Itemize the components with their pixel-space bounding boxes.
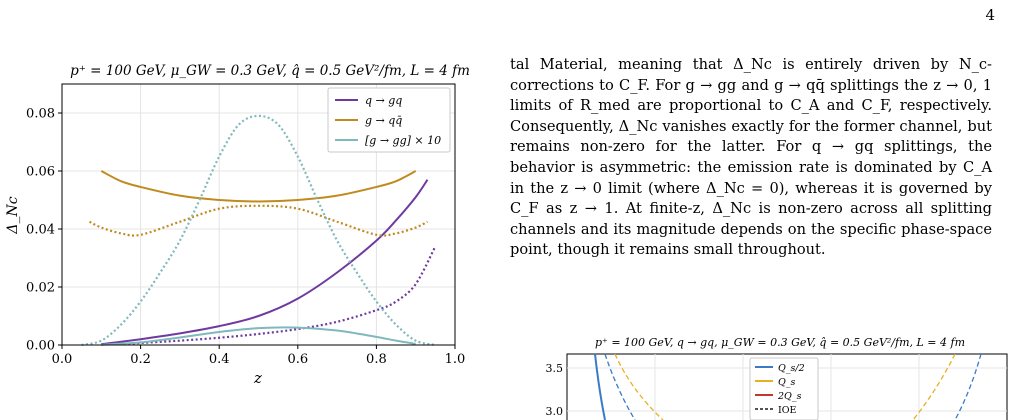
fig1-ylabel: Δ_Nc: [5, 196, 21, 234]
fig1-series: [81, 114, 437, 347]
x-tick-label: 1.0: [445, 352, 466, 367]
series-line-1: [101, 245, 437, 346]
figure-delta-nc: p⁺ = 100 GeV, μ_GW = 0.3 GeV, q̂ = 0.5 G…: [5, 63, 470, 387]
fig1-plot-frame: [61, 83, 456, 346]
page-number: 4: [985, 6, 995, 24]
fig2-legend-qs-half: Q_s/2: [778, 363, 805, 374]
fig2-legend-qs: Q_s: [778, 377, 796, 388]
x-tick-label: 0.0: [52, 352, 73, 367]
body-paragraph: tal Material, meaning that Δ_Nc is entir…: [510, 55, 992, 261]
fig1-legend: q → gq g → qq̄ [g → gg] × 10: [327, 87, 451, 153]
series-line-2: [100, 170, 417, 203]
fig1-xlabel: z: [253, 369, 262, 387]
figure-qs-comparison: p⁺ = 100 GeV, q → gq, μ_GW = 0.3 GeV, q̂…: [546, 336, 1008, 420]
fig2-plot-frame: [566, 353, 1008, 420]
fig2-title: p⁺ = 100 GeV, q → gq, μ_GW = 0.3 GeV, q̂…: [595, 336, 965, 349]
series-line-3: [89, 204, 428, 237]
fig2-legend: Q_s/2 Q_s 2Q_s IOE: [749, 357, 819, 420]
y-tick-label: 0.00: [26, 339, 55, 354]
x-tick-label: 0.4: [209, 352, 230, 367]
legend-label-g-gg: [g → gg] × 10: [365, 134, 441, 147]
y-tick-label: 0.02: [26, 281, 55, 296]
fig2-legend-2qs: 2Q_s: [777, 391, 802, 402]
y-tick-label: 0.04: [26, 223, 55, 238]
legend-label-g-qqbar: g → qq̄: [365, 114, 402, 127]
legend-label-q-gq: q → gq: [365, 94, 402, 107]
x-tick-label: 0.6: [287, 352, 308, 367]
x-tick-label: 0.8: [366, 352, 387, 367]
fig1-title: p⁺ = 100 GeV, μ_GW = 0.3 GeV, q̂ = 0.5 G…: [70, 63, 470, 79]
series-line-4: [101, 326, 416, 346]
series-line-0: [101, 179, 429, 346]
fig2-curves: [594, 353, 982, 420]
y-tick-label: 0.06: [26, 165, 55, 180]
y-tick-label: 0.08: [26, 107, 55, 122]
x-tick-label: 0.2: [130, 352, 151, 367]
fig1-ticks: 0.0 0.2 0.4 0.6 0.8 1.0 0.00 0.02 0.04 0.06 0.08: [26, 107, 465, 368]
body-paragraph-text: tal Material, meaning that Δ_Nc is entir…: [510, 56, 992, 259]
fig2-ytick-0: 3.5: [546, 362, 564, 375]
fig2-legend-ioe: IOE: [778, 405, 797, 416]
fig2-ytick-1: 3.0: [546, 405, 564, 418]
